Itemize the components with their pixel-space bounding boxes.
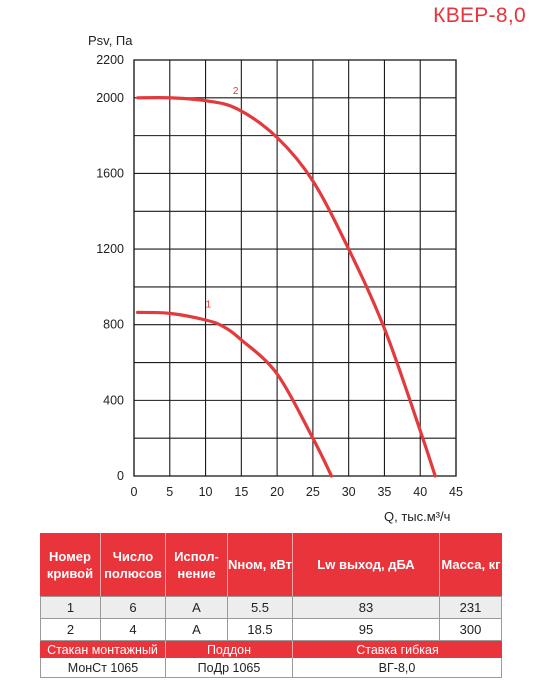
header-poles: Число полюсов [101, 533, 166, 596]
chart-grid [133, 59, 457, 477]
header-mounting-cup: Стакан монтажный [40, 641, 166, 658]
header-sound-level: Lw выход, дБА [293, 533, 440, 596]
value-tray: ПоДр 1065 [166, 658, 293, 678]
header-version: Испол-нение [166, 533, 228, 596]
header-power: Nном, кВт [228, 533, 293, 596]
cell-power: 5.5 [228, 597, 293, 619]
specs-table: Номер кривой Число полюсов Испол-нение N… [40, 533, 502, 678]
x-tick-label: 0 [131, 485, 138, 499]
curve-2 [136, 95, 437, 478]
table-row: 1 6 A 5.5 83 231 [40, 596, 502, 619]
cell-poles: 4 [101, 619, 166, 641]
x-axis-label: Q, тыс.м³/ч [384, 509, 450, 524]
x-tick-label: 25 [306, 485, 320, 499]
cell-sound-level: 83 [293, 597, 440, 619]
header-flexible-insert: Ставка гибкая [293, 641, 502, 658]
x-tick-label: 45 [449, 485, 463, 499]
header-curve-number: Номер кривой [40, 533, 101, 596]
cell-mass: 300 [440, 619, 502, 641]
cell-power: 18.5 [228, 619, 293, 641]
x-tick-label: 35 [377, 485, 391, 499]
header-mass: Масса, кг [440, 533, 502, 596]
y-tick-label: 0 [117, 469, 124, 483]
curve-label-2: 2 [233, 86, 239, 97]
chart-curves: 12 [136, 86, 437, 478]
x-tick-label: 10 [199, 485, 213, 499]
y-tick-label: 2200 [96, 53, 124, 67]
cell-sound-level: 95 [293, 619, 440, 641]
cell-version: A [166, 597, 228, 619]
cell-mass: 231 [440, 597, 502, 619]
x-tick-label: 5 [166, 485, 173, 499]
accessories-header-row: Стакан монтажный Поддон Ставка гибкая [40, 641, 502, 658]
x-tick-label: 20 [270, 485, 284, 499]
model-title: КВЕР-8,0 [433, 4, 526, 27]
performance-chart: 12 0 5 10 15 20 25 30 35 40 450400800120016002000… [88, 33, 463, 524]
cell-version: A [166, 619, 228, 641]
table-header-row: Номер кривой Число полюсов Испол-нение N… [40, 533, 502, 596]
cell-curve-number: 2 [40, 619, 101, 641]
y-tick-label: 1200 [96, 242, 124, 256]
y-tick-label: 2000 [96, 91, 124, 105]
y-tick-label: 1600 [96, 166, 124, 180]
cell-curve-number: 1 [40, 597, 101, 619]
plot-frame [133, 59, 457, 477]
x-tick-label: 40 [413, 485, 427, 499]
curve-1 [136, 310, 334, 478]
value-mounting-cup: МонСт 1065 [40, 658, 166, 678]
chart-ticks: 0 5 10 15 20 25 30 35 40 45 0 400 800 1200 1600 2000 220… [96, 53, 463, 499]
curve-label-1: 1 [206, 300, 212, 311]
cell-poles: 6 [101, 597, 166, 619]
x-tick-label: 15 [234, 485, 248, 499]
y-tick-label: 400 [103, 393, 124, 407]
accessories-value-row: МонСт 1065 ПоДр 1065 ВГ-8,0 [40, 658, 502, 678]
table-row: 2 4 A 18.5 95 300 [40, 619, 502, 641]
value-flexible-insert: ВГ-8,0 [293, 658, 502, 678]
y-axis-label: Psv, Па [88, 33, 133, 48]
x-tick-label: 30 [342, 485, 356, 499]
y-tick-label: 800 [103, 318, 124, 332]
header-tray: Поддон [166, 641, 293, 658]
